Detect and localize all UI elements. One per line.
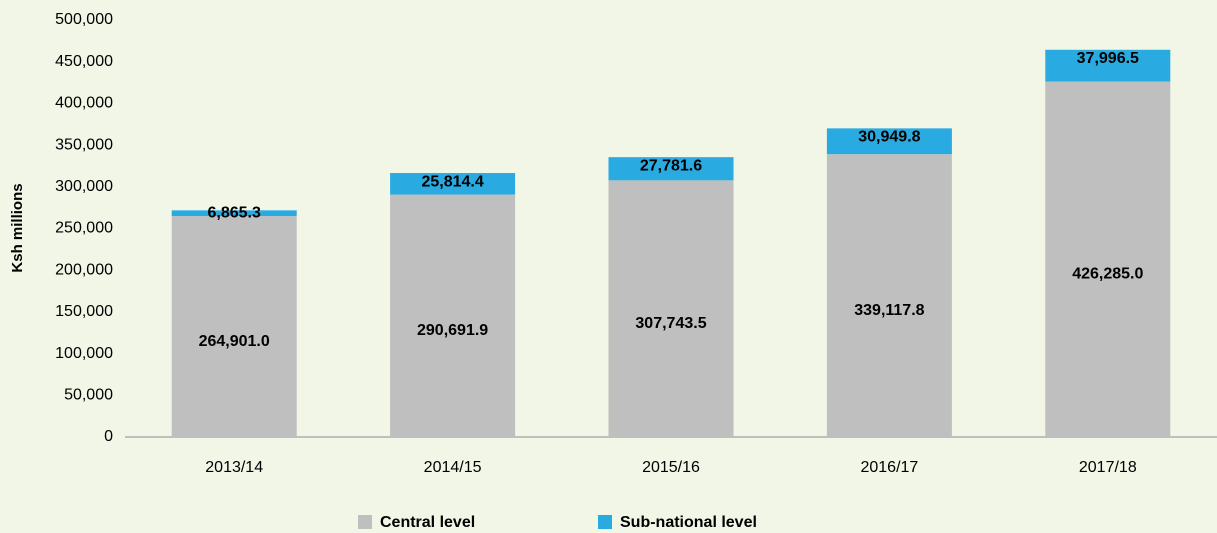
y-tick-label: 400,000 [55, 95, 113, 112]
x-tick-label: 2014/15 [424, 459, 482, 476]
data-label: 37,996.5 [1077, 50, 1139, 67]
bar-segment [608, 157, 734, 181]
legend-swatch [598, 515, 612, 529]
data-label: 426,285.0 [1072, 265, 1143, 282]
data-label: 6,865.3 [208, 204, 261, 221]
y-axis-label: Ksh millions [9, 183, 26, 272]
data-label: 264,901.0 [199, 333, 270, 350]
x-tick-label: 2017/18 [1079, 459, 1137, 476]
bar-segment [826, 128, 952, 155]
legend-label: Sub-national level [620, 514, 757, 531]
data-label: 290,691.9 [417, 322, 488, 339]
x-tick-label: 2013/14 [205, 459, 263, 476]
y-tick-label: 300,000 [55, 178, 113, 195]
y-tick-label: 450,000 [55, 53, 113, 70]
y-tick-label: 50,000 [64, 387, 113, 404]
bar-segment [1045, 81, 1171, 438]
bar-segment [608, 180, 734, 437]
y-tick-label: 350,000 [55, 136, 113, 153]
bar-segment [171, 216, 297, 437]
y-tick-label: 500,000 [55, 11, 113, 28]
bar-segment [171, 210, 297, 217]
bar-segment [390, 173, 516, 195]
bar-segment [390, 194, 516, 437]
x-tick-label: 2016/17 [860, 459, 918, 476]
bar-segment [826, 154, 952, 437]
y-tick-label: 0 [104, 428, 113, 445]
y-tick-label: 150,000 [55, 303, 113, 320]
y-tick-label: 200,000 [55, 261, 113, 278]
data-label: 307,743.5 [635, 315, 706, 332]
bar-segment [1045, 49, 1171, 82]
legend-label: Central level [380, 514, 475, 531]
y-tick-label: 100,000 [55, 345, 113, 362]
x-tick-label: 2015/16 [642, 459, 700, 476]
data-label: 27,781.6 [640, 157, 702, 174]
legend-swatch [358, 515, 372, 529]
data-label: 30,949.8 [858, 129, 920, 146]
data-label: 339,117.8 [854, 302, 924, 319]
y-tick-label: 250,000 [55, 220, 113, 237]
data-label: 25,814.4 [421, 173, 483, 190]
